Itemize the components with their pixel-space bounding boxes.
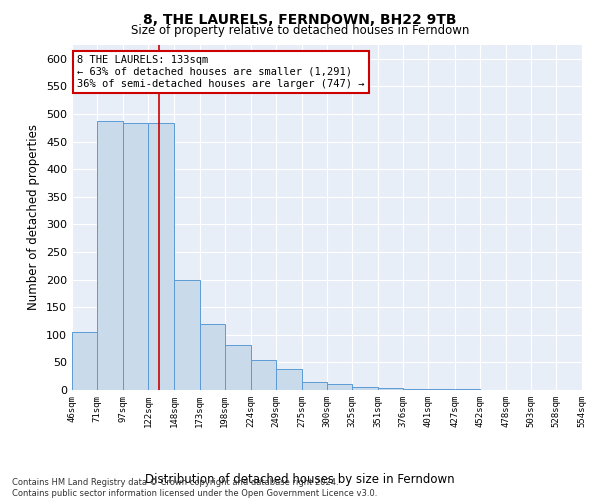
Bar — [148, 124, 175, 390]
Bar — [403, 389, 428, 390]
Bar — [224, 344, 251, 390]
Text: 8 THE LAURELS: 133sqm
← 63% of detached houses are smaller (1,291)
36% of semi-d: 8 THE LAURELS: 133sqm ← 63% of detached … — [77, 56, 365, 88]
Text: Distribution of detached houses by size in Ferndown: Distribution of detached houses by size … — [145, 472, 455, 486]
Y-axis label: Number of detached properties: Number of detached properties — [28, 124, 40, 310]
Text: Size of property relative to detached houses in Ferndown: Size of property relative to detached ho… — [131, 24, 469, 37]
Text: Contains HM Land Registry data © Crown copyright and database right 2024.
Contai: Contains HM Land Registry data © Crown c… — [12, 478, 377, 498]
Bar — [276, 369, 302, 390]
Text: 8, THE LAURELS, FERNDOWN, BH22 9TB: 8, THE LAURELS, FERNDOWN, BH22 9TB — [143, 12, 457, 26]
Bar — [123, 124, 148, 390]
Bar — [97, 121, 123, 390]
Bar — [199, 324, 224, 390]
Bar — [251, 360, 276, 390]
Bar — [378, 388, 403, 390]
Bar — [175, 280, 200, 390]
Bar — [327, 384, 352, 390]
Bar — [72, 332, 97, 390]
Bar — [302, 382, 327, 390]
Bar — [352, 387, 378, 390]
